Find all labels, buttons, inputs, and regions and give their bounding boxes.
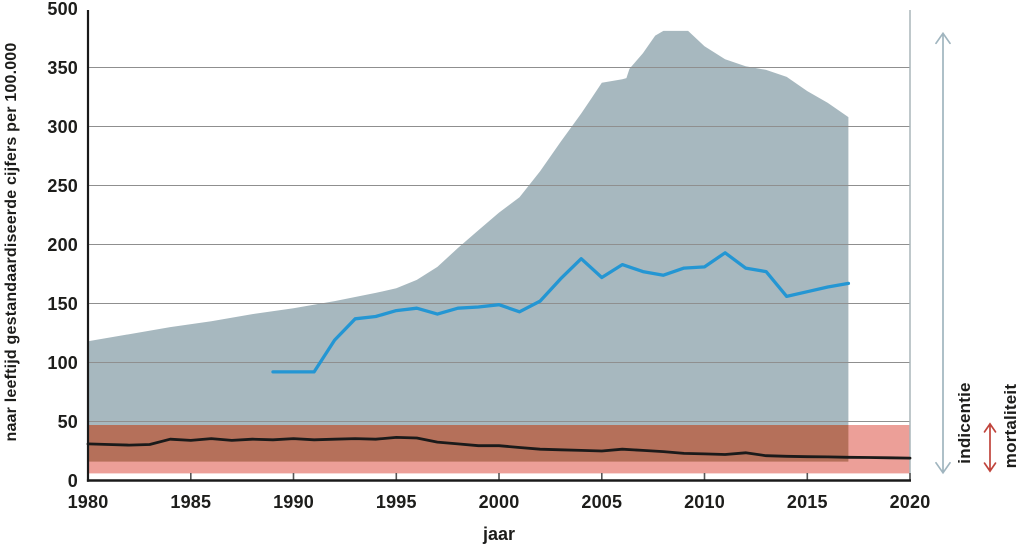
- y-tick-label: 250: [47, 175, 78, 196]
- x-tick-label: 2015: [786, 492, 828, 512]
- x-tick-label: 2000: [478, 492, 520, 512]
- y-tick-label: 350: [47, 57, 78, 78]
- x-tick-label: 2020: [889, 492, 931, 512]
- x-tick-label: 1995: [375, 492, 417, 512]
- mortality-line: [86, 436, 912, 460]
- x-tick-label: 2010: [684, 492, 725, 512]
- y-tick-label: 100: [47, 352, 78, 373]
- x-axis-title: jaar: [482, 524, 516, 544]
- x-tick-label: 1990: [273, 492, 314, 512]
- incidence-line: [271, 251, 851, 374]
- x-tick-label: 1985: [170, 492, 212, 512]
- incidence-area: [88, 30, 849, 426]
- y-tick-label: 0: [67, 470, 78, 491]
- x-tick-label: 2005: [581, 492, 623, 512]
- double-arrow: [983, 422, 997, 473]
- incidence-annotation-label: indicentie: [955, 382, 974, 464]
- mortality-band-dark: [88, 425, 849, 462]
- y-tick-label: 150: [47, 293, 78, 314]
- x-tick-label: 1980: [67, 492, 109, 512]
- y-tick-label: 50: [57, 411, 78, 432]
- y-tick-label: 200: [47, 234, 78, 255]
- y-tick-label: 500: [47, 0, 78, 19]
- mortality-annotation-label: mortaliteit: [1001, 383, 1020, 469]
- y-tick-label: 300: [47, 116, 78, 137]
- double-arrow: [935, 31, 951, 475]
